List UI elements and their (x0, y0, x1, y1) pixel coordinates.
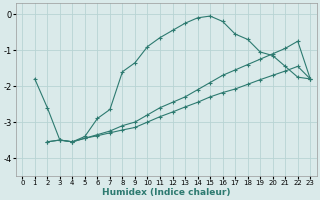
X-axis label: Humidex (Indice chaleur): Humidex (Indice chaleur) (102, 188, 230, 197)
